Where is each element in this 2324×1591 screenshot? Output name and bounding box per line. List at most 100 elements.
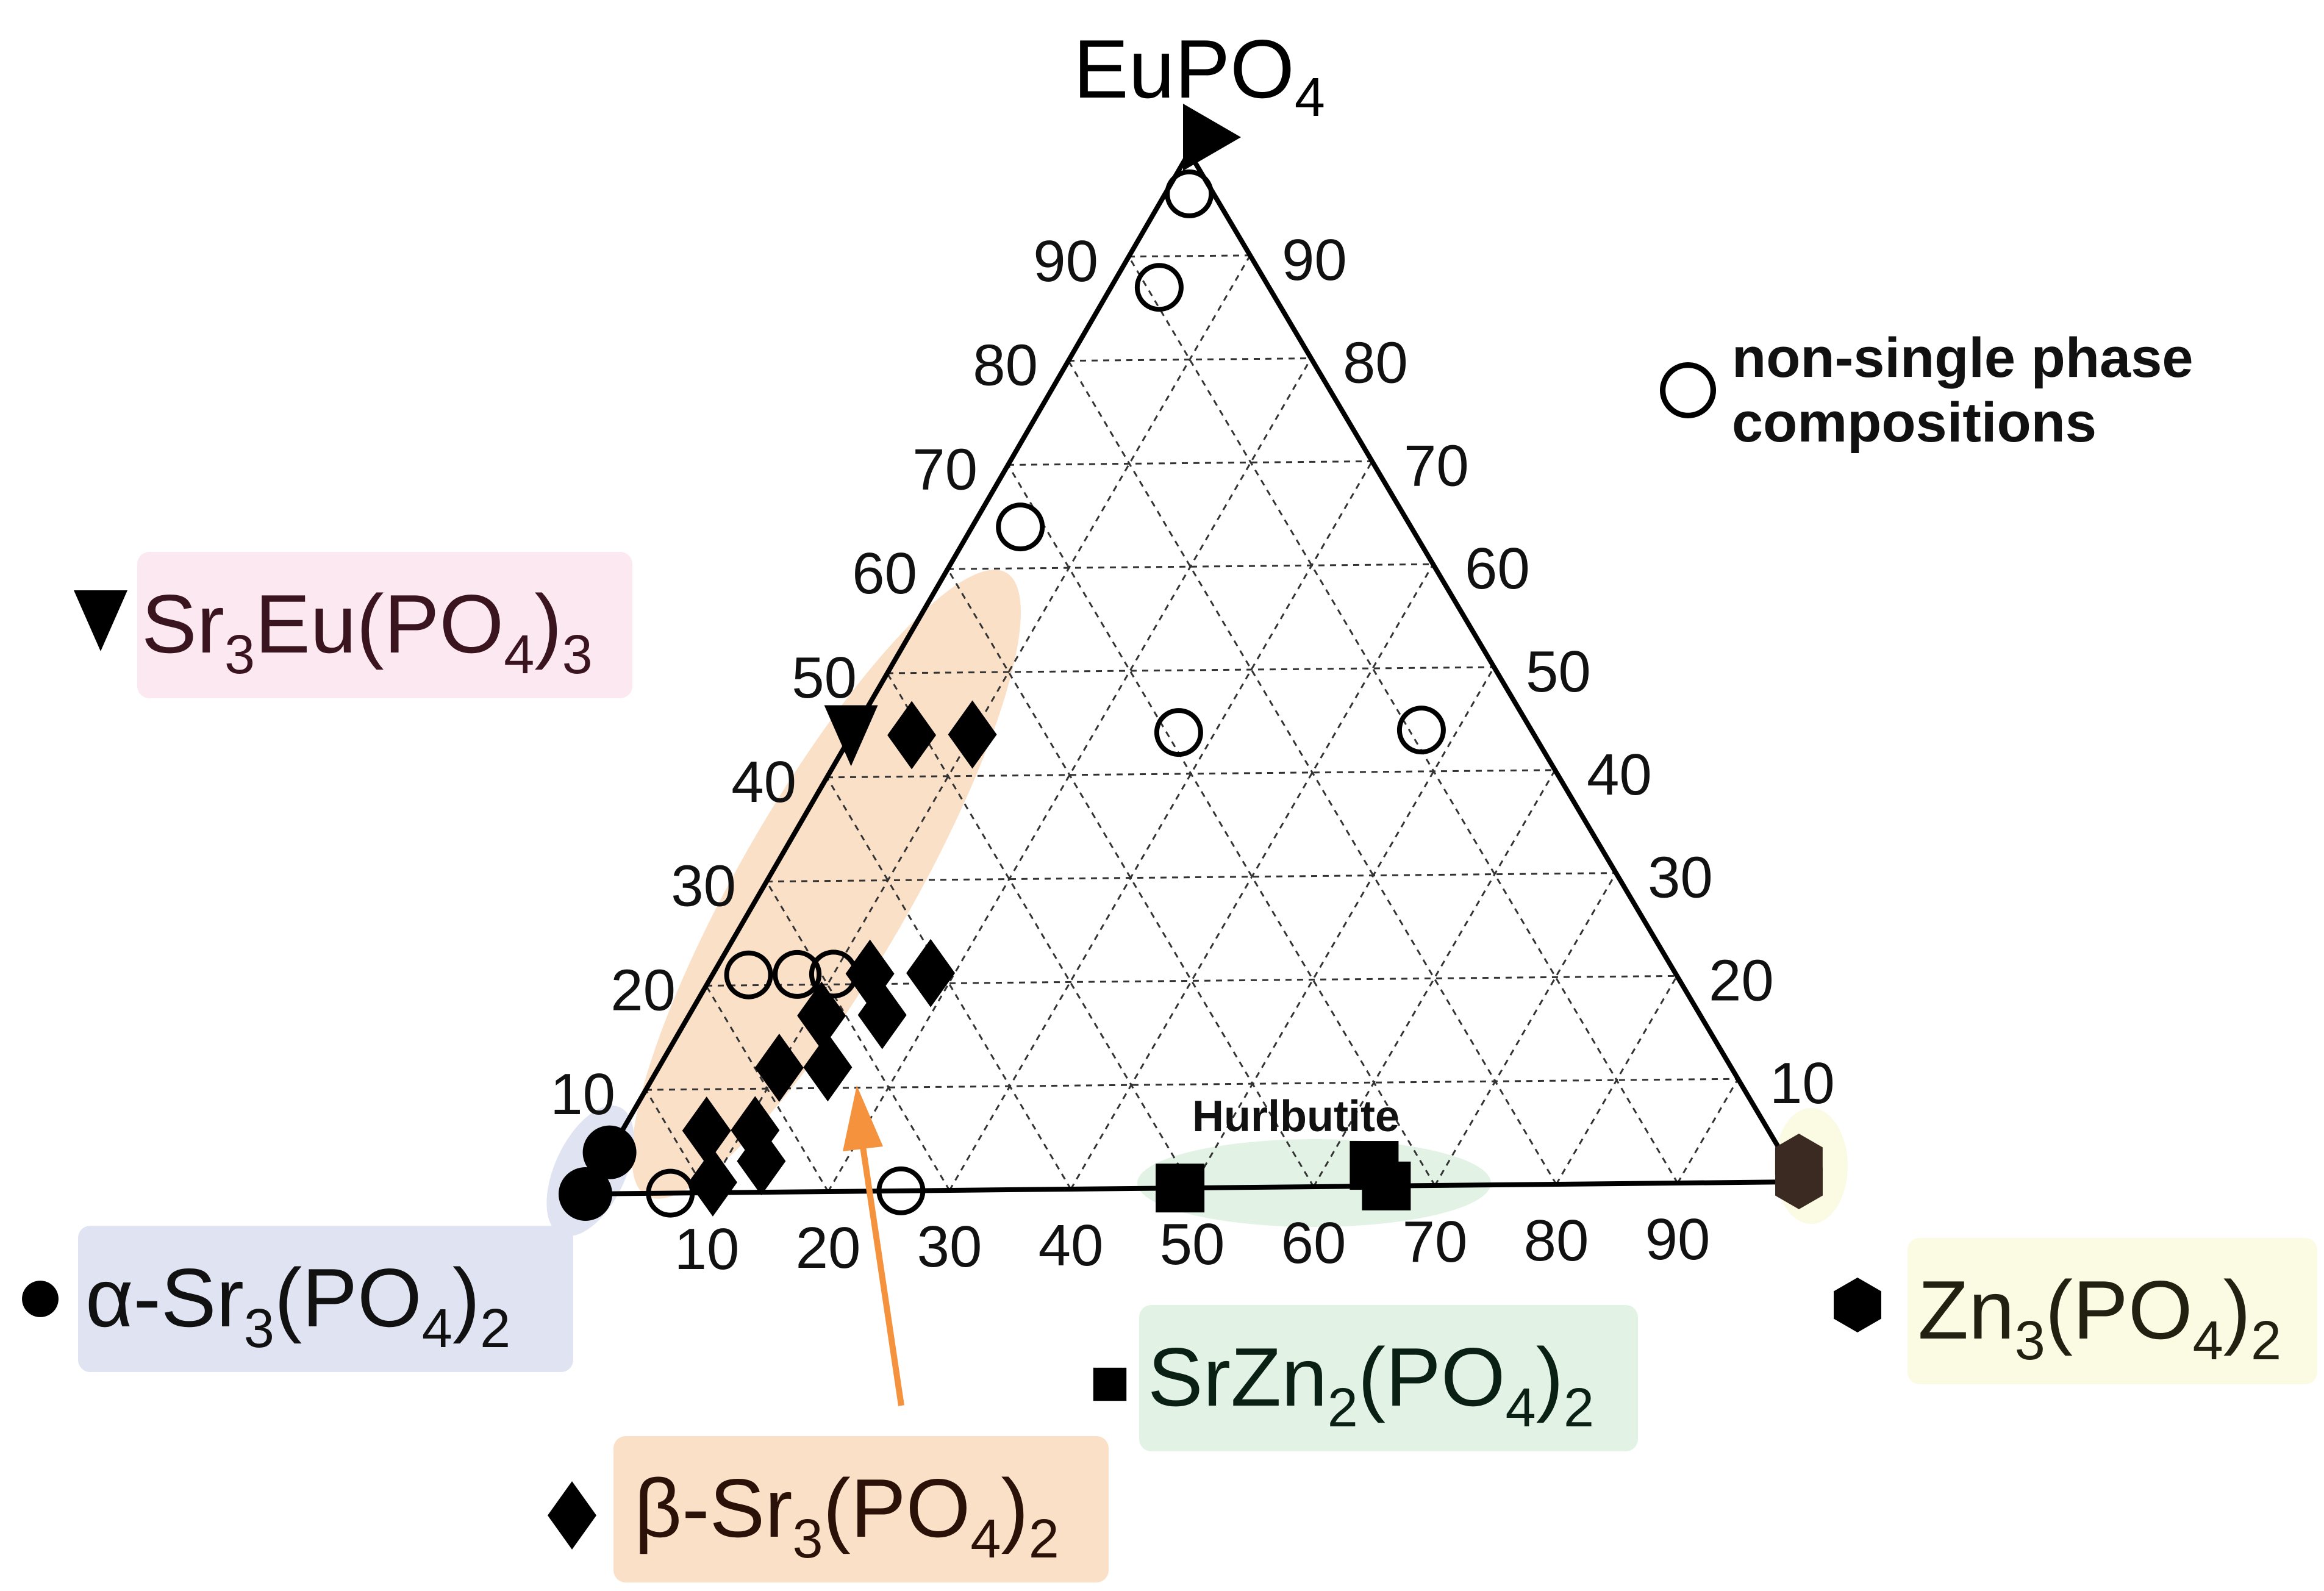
legend-label-part: (PO — [1358, 1331, 1506, 1423]
legend-label-srzn: SrZn2(PO4)2 — [1148, 1331, 1594, 1439]
data-point-open-circle — [1396, 706, 1446, 755]
apex-label-sub: 4 — [1295, 67, 1325, 128]
arrow-head — [843, 1085, 883, 1151]
left-tick-label: 40 — [731, 749, 796, 815]
grid-line-eu — [1007, 460, 1373, 466]
grid-line-eu — [766, 872, 1617, 883]
right-tick-label: 70 — [1404, 433, 1469, 498]
data-point-filled-square — [1362, 1161, 1411, 1210]
legend-label-sr3eu: Sr3Eu(PO4)3 — [141, 577, 593, 685]
grid-line-sr — [705, 985, 829, 1192]
legend-box-zn — [1907, 1238, 2317, 1384]
data-point-open-circle — [724, 950, 773, 999]
data-point-open-circle — [876, 1166, 926, 1215]
legend-label-part: Zn — [1918, 1264, 2015, 1356]
legend-label-part: 4 — [1506, 1378, 1536, 1439]
legend-label-part: ) — [452, 1251, 480, 1344]
data-point-open-circle — [646, 1168, 695, 1218]
grid-line-zn — [1676, 1078, 1739, 1184]
data-point-open-circle — [1165, 169, 1214, 218]
axis-ticks: 10 20 30 40 50 60 70 80 90 90 80 70 60 50 40 30 20 10 10 20… — [550, 227, 1835, 1282]
note-line-1: non-single phase — [1732, 327, 2193, 389]
bottom-tick-label: 60 — [1281, 1210, 1346, 1276]
data-point-diamond — [682, 1096, 731, 1165]
legend-label-part: 2 — [480, 1298, 510, 1359]
right-tick-label: 80 — [1343, 331, 1408, 396]
data-point-diamond — [688, 1148, 737, 1217]
data-point-diamond — [754, 1034, 804, 1103]
legend-label-part: 4 — [2193, 1310, 2223, 1371]
grid-line-sr — [645, 1089, 708, 1193]
grid-line-zn — [948, 460, 1373, 1191]
legend-label-part: α-Sr — [85, 1251, 244, 1344]
right-tick-label: 50 — [1526, 639, 1591, 704]
grid-line-sr — [1007, 464, 1436, 1186]
legend-label-part: β-Sr — [634, 1462, 793, 1554]
grid-line-eu — [887, 666, 1495, 674]
note-circle-icon — [1660, 362, 1717, 418]
legend-marker-beta — [548, 1481, 596, 1550]
data-point-diamond — [906, 939, 956, 1007]
hurlbutite-annotation: Hurlbutite — [1192, 1092, 1400, 1141]
grid-line-zn — [1555, 975, 1678, 1185]
legend-label-part: 2 — [1328, 1378, 1358, 1439]
legend-label-part: 2 — [2251, 1310, 2281, 1371]
left-tick-label: 80 — [973, 333, 1038, 398]
data-point-open-circle — [996, 502, 1045, 552]
legend-label-part: 4 — [504, 624, 534, 685]
legend-label-part: ) — [1001, 1462, 1028, 1554]
legend-label-part: 2 — [1564, 1378, 1594, 1439]
legend-label-part: ) — [2223, 1264, 2251, 1356]
grid-line-zn — [827, 357, 1312, 1192]
right-edge — [1187, 151, 1801, 1184]
legend-label-part: ) — [1536, 1331, 1564, 1423]
right-tick-label: 40 — [1587, 742, 1652, 807]
legend-label-part: 3 — [2015, 1310, 2045, 1371]
legend-marker-sr3eu — [74, 590, 127, 651]
legend-marker-alpha — [22, 1281, 59, 1317]
left-tick-label: 60 — [852, 541, 917, 606]
bottom-tick-label: 40 — [1039, 1213, 1104, 1278]
left-tick-label: 10 — [550, 1062, 615, 1127]
legend-label-part: 3 — [244, 1298, 274, 1359]
legend-label-part: ) — [534, 577, 562, 670]
apex-label-main: EuPO — [1073, 23, 1295, 115]
grid-line-sr — [886, 673, 1193, 1189]
apex-pointer-icon — [1183, 104, 1241, 171]
grid-line-zn — [1191, 667, 1495, 1189]
left-tick-label: 20 — [610, 957, 676, 1023]
bottom-tick-label: 10 — [674, 1217, 740, 1282]
legend-box-alpha — [78, 1226, 573, 1372]
bottom-tick-label: 80 — [1524, 1208, 1589, 1273]
grid-line-zn — [1434, 872, 1617, 1186]
data-point-open-circle — [773, 949, 822, 999]
legend-label-part: Eu(PO — [255, 577, 504, 670]
legend-label-part: SrZn — [1148, 1331, 1328, 1423]
bottom-tick-label: 20 — [796, 1215, 861, 1281]
data-point-diamond — [948, 700, 997, 769]
bottom-tick-label: 30 — [917, 1214, 982, 1279]
grid-line-eu — [1068, 357, 1312, 362]
left-tick-label: 90 — [1033, 229, 1098, 294]
data-point-filled-square — [1156, 1164, 1205, 1213]
left-tick-label: 50 — [792, 645, 857, 710]
data-point-diamond — [803, 1033, 853, 1102]
right-tick-label: 30 — [1648, 845, 1713, 910]
legend-label-part: 3 — [562, 624, 593, 685]
grid-line-sr — [826, 777, 1072, 1190]
legend-label-zn: Zn3(PO4)2 — [1918, 1264, 2281, 1371]
bottom-tick-label: 50 — [1160, 1212, 1225, 1277]
grid-line-sr — [765, 881, 951, 1191]
beta-region — [632, 570, 1021, 1199]
legend-label-part: 3 — [793, 1509, 823, 1570]
legend-label-part: (PO — [274, 1251, 422, 1344]
bottom-tick-label: 70 — [1403, 1209, 1468, 1275]
grid-line-eu — [645, 1078, 1739, 1091]
legend-label-part: 3 — [224, 624, 255, 685]
legend-label-part: (PO — [823, 1462, 971, 1554]
legend-box-srzn — [1139, 1305, 1638, 1451]
legend-label-beta: β-Sr3(PO4)2 — [634, 1462, 1059, 1570]
left-edge — [583, 151, 1192, 1196]
data-point-down-triangle — [824, 705, 878, 767]
